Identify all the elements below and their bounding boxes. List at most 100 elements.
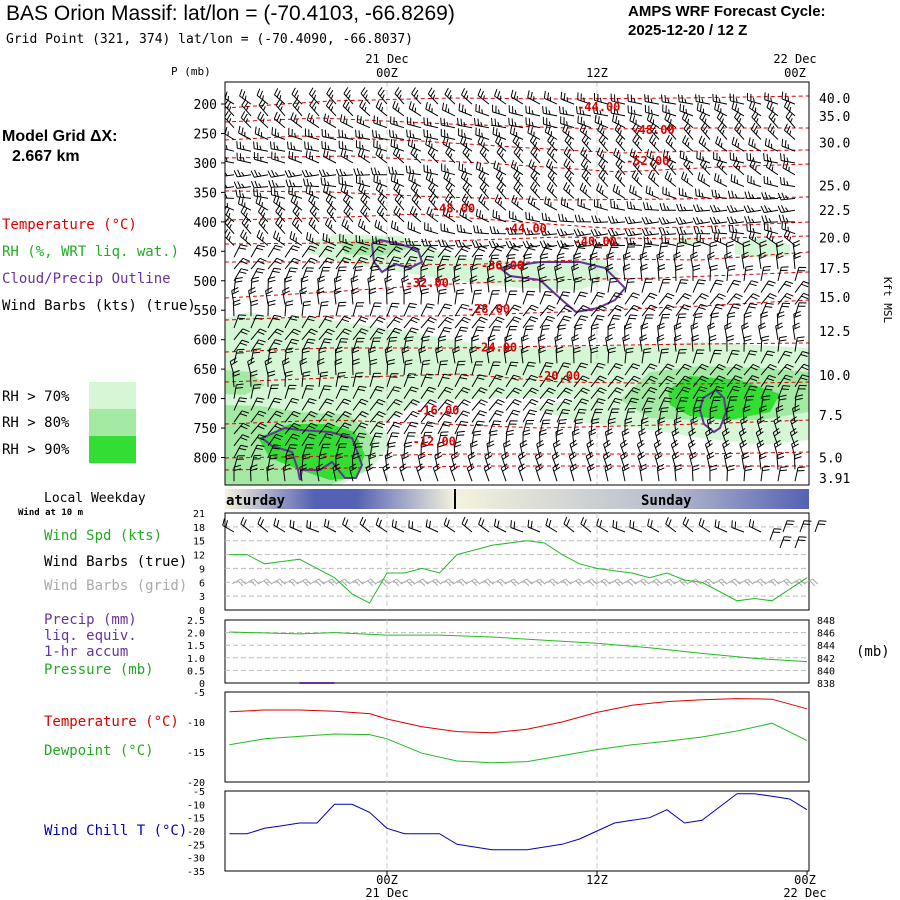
wind-barb-555 — [418, 275, 426, 293]
wind-barb-1068 — [467, 451, 476, 470]
wind-barb-787 — [316, 357, 325, 376]
wind-grid-barb — [465, 578, 481, 587]
wind-barb-1090 — [266, 464, 275, 482]
wind-barb-892 — [369, 398, 386, 411]
wind-barb-999 — [454, 430, 465, 446]
wind-barb-484 — [369, 256, 385, 270]
wind-barb-202 — [763, 153, 779, 164]
wind-barb-426 — [522, 240, 541, 249]
wind-barb-89 — [577, 115, 592, 129]
wind-10m-barb — [408, 520, 422, 533]
windchill-series-label: Wind Chill T (°C) — [44, 823, 188, 839]
wind-barb-536 — [675, 264, 683, 281]
wind-barb-126 — [631, 122, 643, 140]
wind-barb-413 — [306, 232, 320, 246]
wind-barb-921 — [284, 410, 301, 423]
pressure-tick-label: 450 — [194, 245, 217, 260]
wind-barb-660 — [471, 316, 488, 329]
wind-barb-216 — [423, 164, 439, 176]
wind-barb-100 — [768, 110, 779, 129]
wind-barb-987 — [250, 434, 267, 447]
wind-barb-380 — [324, 217, 337, 235]
wind-barb-649 — [284, 315, 299, 329]
wind-barb-81 — [440, 117, 456, 129]
wind-barb-261 — [614, 169, 626, 187]
wind-barb-874 — [641, 386, 658, 399]
wind-barb-419 — [404, 237, 422, 246]
wind-barb-1060 — [335, 452, 344, 470]
wind-barb-711 — [758, 322, 767, 340]
wind-barb-972 — [573, 418, 584, 435]
wind-10m-barb — [443, 517, 456, 533]
wind-grid-barb — [413, 578, 429, 587]
wind-barb-102 — [225, 126, 235, 140]
wind-barb-104 — [254, 126, 269, 140]
wind-barb-881 — [760, 385, 774, 399]
wind-barb-72 — [290, 112, 303, 129]
wind-barb-1034 — [470, 440, 478, 458]
wind-barb-1 — [239, 89, 252, 105]
wind-barb-430 — [591, 239, 609, 247]
wind-barb-663 — [522, 316, 539, 329]
wind-barb-205 — [233, 169, 252, 178]
wind-barb-658 — [437, 316, 454, 329]
wind-barb-418 — [388, 236, 405, 246]
wind-barb-13 — [444, 87, 456, 105]
wind-barb-371 — [744, 215, 762, 224]
wind-barb-984 — [773, 416, 782, 435]
wind-barb-852 — [267, 384, 279, 399]
wind-barb-513 — [284, 267, 298, 282]
wind-barb-3 — [274, 88, 286, 105]
kft-tick-label: 35.0 — [819, 110, 850, 125]
wind-barb-811 — [726, 363, 743, 376]
wind-barb-888 — [301, 398, 317, 411]
top-time-label: 00Z — [376, 66, 398, 80]
wind-barb-725 — [420, 335, 430, 352]
wind-tick-label: 18 — [193, 523, 205, 534]
wind-barb-407 — [781, 221, 796, 235]
wind-barb-573 — [726, 279, 742, 293]
wind-barb-314 — [360, 193, 371, 211]
kft-tick-label: 17.5 — [819, 262, 850, 277]
wind-barb-293 — [579, 182, 592, 199]
wind-barb-919 — [250, 410, 267, 423]
wind-barb-402 — [693, 226, 711, 235]
wind-barb-744 — [743, 335, 752, 352]
wind-barb-1014 — [705, 427, 713, 446]
dewpoint-line — [229, 722, 808, 764]
wind-barb-294 — [596, 183, 609, 199]
wind-barb-387 — [440, 223, 456, 235]
wind-barb-1059 — [318, 453, 327, 470]
wind-barb-184 — [462, 146, 473, 164]
wind-barb-1003 — [522, 429, 531, 446]
wind-barb-1082 — [706, 451, 715, 470]
wind-barb-332 — [659, 203, 676, 211]
wind-barb-606 — [709, 293, 726, 305]
wind-barb-145 — [373, 139, 388, 152]
wind-barb-723 — [386, 336, 398, 352]
wind-barb-129 — [683, 122, 694, 140]
wind-barb-545 — [250, 276, 260, 293]
wind-barb-978 — [673, 416, 682, 435]
wind-barb-908 — [641, 397, 656, 411]
wind-barb-458 — [505, 245, 521, 258]
wind-10m-barb — [731, 520, 745, 533]
wind-barb-246 — [356, 175, 371, 188]
wind-barb-322 — [494, 194, 507, 211]
precip-liq-label: liq. equiv. — [44, 628, 137, 644]
wind-barb-605 — [692, 293, 709, 305]
windchill-tick-label: -35 — [187, 867, 205, 878]
wind-barb-311 — [308, 194, 320, 211]
pressure-tick-label-right: 838 — [817, 679, 835, 690]
wind-barb-110 — [355, 129, 371, 140]
wind-barb-955 — [284, 422, 301, 435]
wind-10m-barb — [510, 520, 524, 533]
wind-barb-762 — [469, 345, 478, 364]
wind-barb-657 — [420, 316, 437, 329]
wind-barb-164 — [698, 135, 711, 152]
wind-barb-60 — [662, 104, 677, 117]
wind-barb-531 — [588, 263, 597, 281]
wind-barb-838 — [607, 375, 624, 388]
wind-barb-625 — [454, 303, 470, 317]
wind-barb-91 — [612, 114, 626, 129]
